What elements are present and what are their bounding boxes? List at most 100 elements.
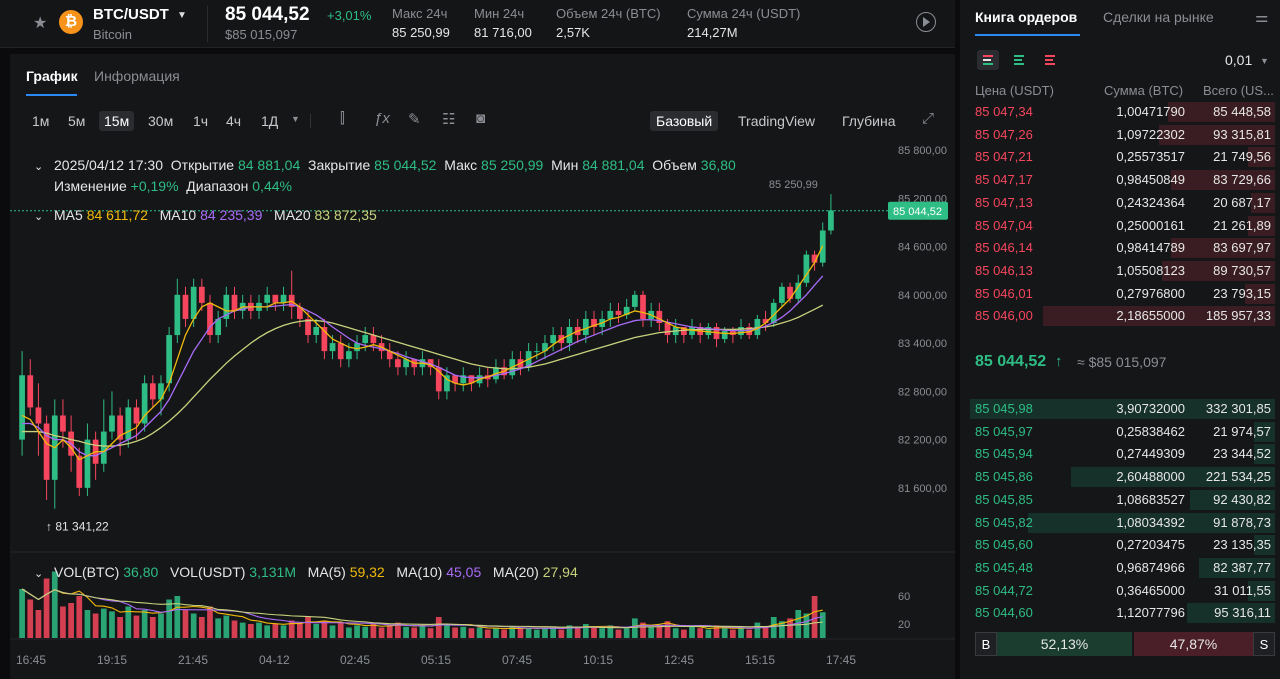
- ask-row[interactable]: 85 047,34 1,00471790 85 448,58: [970, 101, 1275, 123]
- view-depth[interactable]: Глубина: [842, 113, 896, 129]
- volume-bar: [297, 622, 303, 638]
- volume-bar: [272, 624, 279, 638]
- volume-bar: [117, 617, 123, 638]
- candle-body: [321, 327, 328, 352]
- bid-row[interactable]: 85 045,98 3,90732000 332 301,85: [970, 398, 1275, 420]
- timeframe-1m[interactable]: 1м: [32, 113, 50, 129]
- depth-bar: [1250, 192, 1275, 213]
- timeframe-5m[interactable]: 5м: [68, 113, 86, 129]
- volume-bar: [215, 618, 222, 638]
- bid-row[interactable]: 85 044,72 0,36465000 31 011,55: [970, 580, 1275, 602]
- timeframe-4h[interactable]: 4ч: [226, 113, 242, 129]
- close-label: Закрытие: [308, 157, 371, 173]
- book-layout-asks-icon[interactable]: [1039, 50, 1061, 70]
- ask-row[interactable]: 85 046,14 0,98414789 83 697,97: [970, 237, 1275, 259]
- tab-order-book[interactable]: Книга ордеров: [975, 9, 1078, 25]
- tab-market-trades[interactable]: Сделки на рынке: [1103, 9, 1214, 25]
- stat-value: 81 716,00: [474, 25, 532, 40]
- indicators-fx-icon[interactable]: ƒx: [374, 110, 390, 127]
- candle-body: [76, 455, 83, 488]
- volume-bar: [623, 628, 630, 638]
- view-basic[interactable]: Базовый: [650, 111, 719, 131]
- book-layout-bids-icon[interactable]: [1008, 50, 1030, 70]
- ask-row[interactable]: 85 047,13 0,24324364 20 687,17: [970, 192, 1275, 214]
- divider: [310, 114, 311, 128]
- fullscreen-icon[interactable]: ⤢: [922, 110, 935, 127]
- volume-bar: [321, 620, 328, 638]
- depth-bar: [1198, 557, 1275, 578]
- timeframe-dropdown-caret-icon[interactable]: ▼: [291, 114, 300, 124]
- volume-bar: [149, 617, 156, 638]
- volume-bar: [92, 613, 99, 638]
- tab-chart[interactable]: График: [26, 68, 78, 84]
- view-tradingview[interactable]: TradingView: [738, 113, 816, 129]
- favorite-star-icon[interactable]: ★: [33, 15, 48, 32]
- pair-dropdown-caret-icon[interactable]: ▼: [177, 10, 187, 21]
- range-value: 0,44%: [252, 178, 292, 194]
- timeframe-30m[interactable]: 30м: [148, 113, 174, 129]
- volume-bar: [329, 625, 336, 638]
- candle-body: [354, 343, 360, 352]
- stat-low-24h: Мин 24ч 81 716,00: [474, 6, 532, 40]
- draw-pencil-icon[interactable]: ✎: [408, 111, 421, 128]
- ask-row[interactable]: 85 046,01 0,27976800 23 793,15: [970, 283, 1275, 305]
- bid-row[interactable]: 85 045,94 0,27449309 23 344,52: [970, 443, 1275, 465]
- collapse-chevron-icon[interactable]: ⌄: [34, 161, 44, 173]
- bid-row[interactable]: 85 045,85 1,08683527 92 430,82: [970, 489, 1275, 511]
- volume-bar: [427, 628, 434, 638]
- timeframe-1d[interactable]: 1Д: [261, 113, 279, 129]
- bid-row[interactable]: 85 045,60 0,27203475 23 135,35: [970, 534, 1275, 556]
- last-price-tag: [888, 201, 948, 220]
- play-icon[interactable]: [916, 12, 936, 32]
- low-label: Мин: [551, 157, 579, 173]
- candle-body: [231, 294, 238, 311]
- bid-row[interactable]: 85 045,86 2,60488000 221 534,25: [970, 466, 1275, 488]
- bid-row[interactable]: 85 044,60 1,12077796 95 316,11: [970, 602, 1275, 624]
- layout-grid-icon[interactable]: ☷: [442, 111, 456, 128]
- bid-row[interactable]: 85 045,82 1,08034392 91 878,73: [970, 512, 1275, 534]
- order-total: 93 315,81: [1213, 126, 1271, 142]
- order-total: 91 878,73: [1213, 514, 1271, 530]
- timeframe-15m[interactable]: 15м: [99, 111, 135, 131]
- ask-row[interactable]: 85 047,04 0,25000161 21 261,89: [970, 215, 1275, 237]
- bid-row[interactable]: 85 045,97 0,25838462 21 974,57: [970, 421, 1275, 443]
- ask-row[interactable]: 85 047,21 0,25573517 21 749,56: [970, 146, 1275, 168]
- candle-body: [395, 359, 401, 368]
- depth-bar: [1244, 283, 1275, 304]
- chevron-down-icon[interactable]: ▼: [1260, 56, 1269, 66]
- vol-ma20-value: 27,94: [542, 564, 578, 580]
- volume-bar: [591, 626, 597, 638]
- volume-bar: [509, 626, 516, 638]
- ask-row[interactable]: 85 047,17 0,98450849 83 729,66: [970, 169, 1275, 191]
- candle-body: [174, 294, 181, 336]
- collapse-chevron-icon[interactable]: ⌄: [34, 568, 44, 580]
- collapse-chevron-icon[interactable]: ⌄: [34, 211, 44, 223]
- high-label: Макс: [444, 157, 478, 173]
- stat-high-24h: Макс 24ч 85 250,99: [392, 6, 450, 40]
- order-total: 83 729,66: [1213, 172, 1271, 188]
- price-step-select[interactable]: 0,01: [1225, 52, 1253, 68]
- depth-bar: [1168, 102, 1275, 122]
- ask-row[interactable]: 85 046,00 2,18655000 185 957,33: [970, 305, 1275, 327]
- order-total: 82 387,77: [1213, 559, 1271, 575]
- candle-type-icon[interactable]: ⫿: [340, 110, 345, 127]
- ask-row[interactable]: 85 047,26 1,09722302 93 315,81: [970, 124, 1275, 146]
- ask-row[interactable]: 85 046,13 1,05508123 89 730,57: [970, 260, 1275, 282]
- book-layout-both-icon[interactable]: [977, 50, 999, 70]
- camera-icon[interactable]: ◙: [476, 110, 486, 127]
- volume-bar: [305, 617, 311, 638]
- order-price: 85 047,17: [975, 172, 1033, 188]
- candle-body: [84, 439, 91, 488]
- timeframe-1h[interactable]: 1ч: [193, 113, 209, 129]
- active-tab-indicator: [26, 94, 77, 96]
- candle-body: [182, 294, 189, 319]
- settings-sliders-icon[interactable]: ⚌: [1255, 9, 1269, 26]
- column-header-price: Цена (USDT): [975, 83, 1054, 98]
- bid-row[interactable]: 85 045,48 0,96874966 82 387,77: [970, 557, 1275, 579]
- candle-body: [386, 351, 393, 360]
- pair-selector[interactable]: BTC/USDT: [93, 6, 169, 23]
- candle-body: [125, 407, 132, 440]
- order-amount: 0,98414789: [1116, 240, 1185, 256]
- tab-info[interactable]: Информация: [94, 68, 180, 84]
